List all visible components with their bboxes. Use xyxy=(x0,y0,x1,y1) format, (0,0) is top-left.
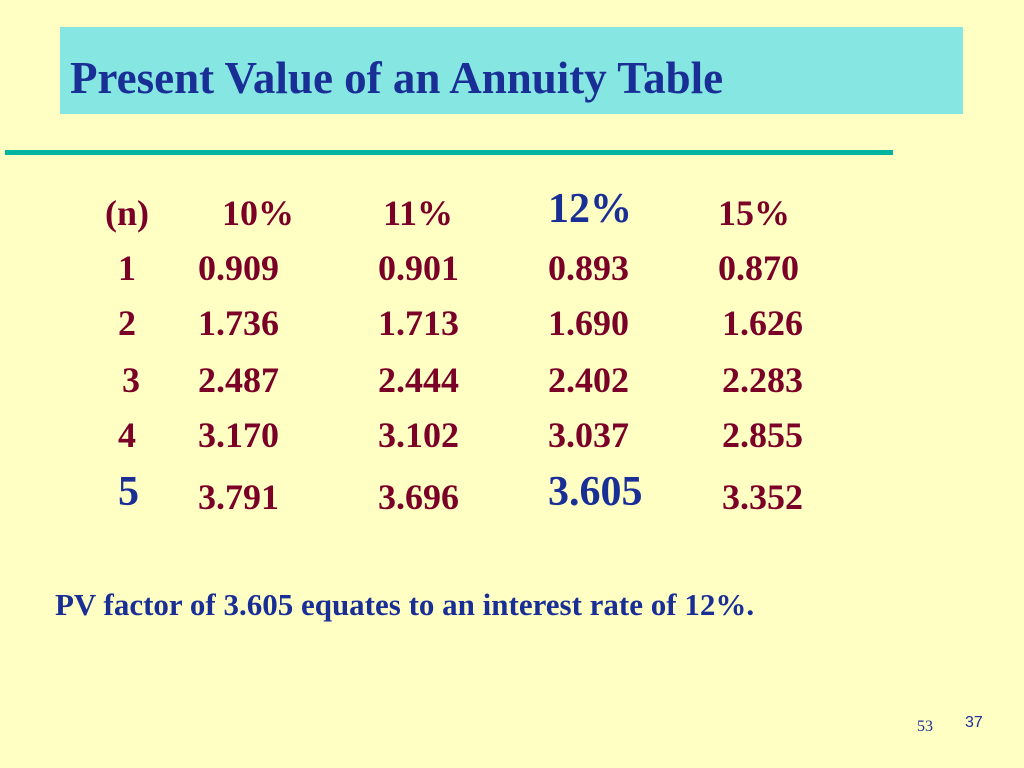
table-cell: 1.736 xyxy=(198,303,279,343)
table-cell: 0.893 xyxy=(548,248,629,288)
row-label: 2 xyxy=(118,303,136,343)
row-label: 5 xyxy=(118,469,139,515)
table-cell: 0.901 xyxy=(378,248,459,288)
table-cell: 3.037 xyxy=(548,415,629,455)
table-cell: 3.352 xyxy=(722,477,803,517)
table-cell: 2.402 xyxy=(548,360,629,400)
table-cell: 1.626 xyxy=(722,303,803,343)
table-cell: 1.690 xyxy=(548,303,629,343)
title: Present Value of an Annuity Table xyxy=(70,53,724,103)
table-cell: 3.605 xyxy=(548,469,643,515)
table-cell: 3.696 xyxy=(378,477,459,517)
table-cell: 0.870 xyxy=(718,248,799,288)
table-cell: 3.170 xyxy=(198,415,279,455)
column-header: (n) xyxy=(105,193,149,233)
divider xyxy=(5,150,893,155)
column-header: 12% xyxy=(548,186,632,232)
page-number: 37 xyxy=(965,714,983,731)
table-cell: 2.487 xyxy=(198,360,279,400)
title-box xyxy=(60,27,963,114)
table-cell: 1.713 xyxy=(378,303,459,343)
slide-number: 53 xyxy=(917,718,933,735)
row-label: 1 xyxy=(118,248,136,288)
row-label: 3 xyxy=(122,360,140,400)
row-label: 4 xyxy=(118,415,136,455)
table-cell: 3.102 xyxy=(378,415,459,455)
table-cell: 2.444 xyxy=(378,360,459,400)
table-cell: 0.909 xyxy=(198,248,279,288)
column-header: 10% xyxy=(222,193,294,233)
table-cell: 3.791 xyxy=(198,477,279,517)
column-header: 15% xyxy=(718,193,790,233)
table-cell: 2.283 xyxy=(722,360,803,400)
column-header: 11% xyxy=(383,193,454,233)
table-cell: 2.855 xyxy=(722,415,803,455)
note: PV factor of 3.605 equates to an interes… xyxy=(55,587,755,622)
